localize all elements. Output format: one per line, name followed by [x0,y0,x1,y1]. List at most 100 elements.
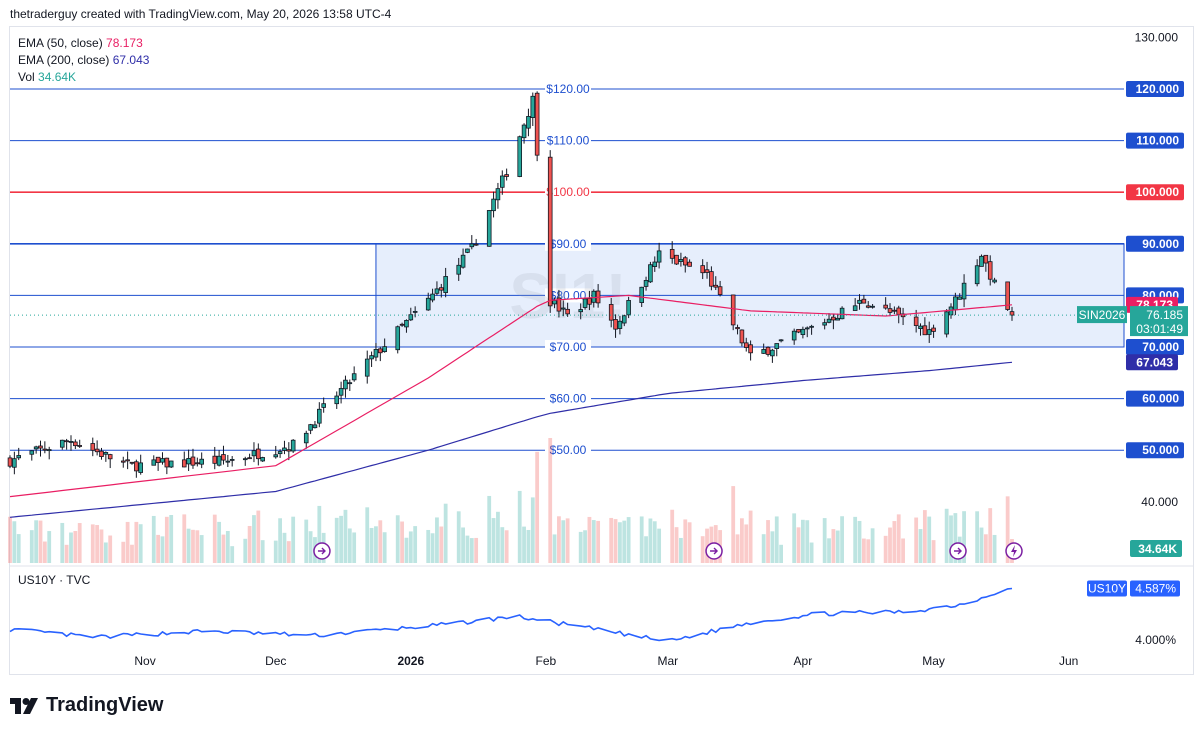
candle-down [717,286,723,295]
axis-level-text-120: 120.000 [1136,82,1180,96]
volume-bar [212,514,217,563]
volume-bar [365,507,370,563]
level-label-120: $120.00 [546,82,590,96]
volume-bar [369,527,374,563]
volume-bar [618,522,622,563]
ema50-legend-label: EMA (50, close) [18,36,103,50]
candle-down [687,261,692,267]
volume-bar [413,526,418,563]
volume-bar [73,530,78,563]
volume-bar [108,535,113,563]
candle-down [99,450,104,457]
volume-bar [857,520,862,563]
axis-level-badge [1126,235,1184,252]
volume-bar [591,520,596,563]
volume-bar [400,521,404,563]
candle-up [953,296,958,311]
candle-down [73,441,78,447]
candle-up [242,458,248,461]
volume-bar [578,531,583,563]
volume-bar [740,518,744,563]
candle-up [308,424,313,431]
volume-bar [918,529,923,563]
volume-bar [609,517,614,563]
candle-down [1009,311,1015,316]
candle-up [948,306,954,316]
volume-bar [34,520,39,563]
volume-bar [861,538,866,563]
us10y-legend[interactable]: US10Y · TVC [18,573,91,587]
candle-down [212,455,218,464]
candle-down [504,174,509,177]
us10y-symbol-tag [1087,580,1127,597]
ema50-legend[interactable]: EMA (50, close) 78.173 [18,35,149,52]
volume-badge-text: 34.64K [1138,542,1177,556]
candle-up [491,198,496,212]
ema200-legend[interactable]: EMA (200, close) 67.043 [18,52,149,69]
volume-bar [927,516,932,563]
ema50-line [9,294,1013,498]
candle-up [68,441,74,443]
candle-up [138,462,143,473]
candle-down [378,348,383,354]
level-label-90: $90.00 [550,237,587,251]
candle-down [7,457,13,467]
volume-bar [652,521,657,563]
candle-up [552,299,557,305]
axis-level-badge [1126,184,1184,201]
candle-down [831,316,836,321]
volume-bar [195,530,200,563]
volume-bar [896,514,901,563]
candle-down [983,254,989,264]
candle-up [338,388,344,396]
volume-bar [282,532,287,563]
level-label-50: $50.00 [550,443,587,457]
last-price-value: 76.185 [1146,308,1183,322]
chart-credit: thetraderguy created with TradingView.co… [10,7,392,21]
candle-up [317,408,322,424]
candle-up [648,264,653,283]
candle-down [556,297,562,312]
candle-up [582,298,588,308]
volume-bar [1005,496,1010,563]
candle-up [639,286,644,303]
arrow-icon [317,547,326,555]
indicator-legend: EMA (50, close) 78.173 EMA (200, close) … [18,35,149,86]
candle-up [770,349,775,357]
volume-bar [565,518,570,563]
volume-bar [217,521,222,563]
volume-bar [426,529,431,563]
volume-bar [378,520,383,563]
level-label-bg [545,185,591,200]
ema200-line [9,361,1013,518]
candle-up [59,439,65,448]
symbol-tag-text: SIN2026 [1079,308,1126,322]
price-axis-tick: 40.000 [1141,495,1178,509]
volume-bar [286,541,291,563]
candle-up [560,307,566,310]
volume-bar [583,530,587,563]
volume-bar [317,505,322,563]
lightning-icon [1011,545,1017,557]
volume-bar [461,527,465,563]
candle-down [534,92,540,156]
candle-up [591,290,597,303]
axis-level-text-70: 70.000 [1142,340,1179,354]
volume-bar [670,509,675,563]
candle-up [652,261,658,267]
volume-bar [12,521,17,563]
volume-bar [435,517,439,563]
time-axis-tick: 2026 [397,654,424,668]
candle-down [134,461,139,472]
volume-bar [526,529,531,563]
volume-bar [352,532,357,563]
volume-bar [530,497,535,563]
candle-down [861,298,867,304]
volume-bar [888,527,892,563]
candle-down [892,309,897,312]
vol-legend[interactable]: Vol 34.64K [18,69,149,86]
candle-up [443,276,448,294]
candle-up [430,293,435,301]
volume-bar [796,527,801,563]
